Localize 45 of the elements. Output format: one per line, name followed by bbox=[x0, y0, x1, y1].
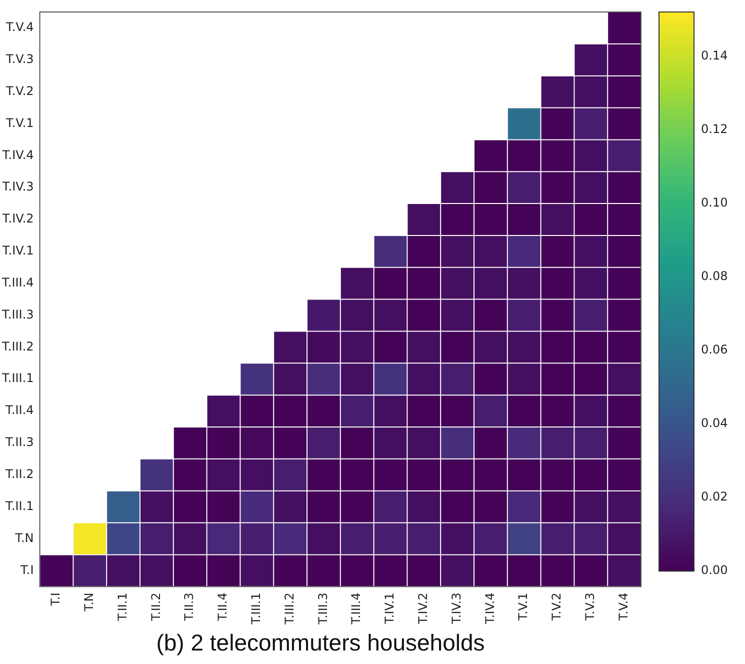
x-tick-label: T.V.2 bbox=[550, 592, 564, 622]
color-bar-label: 0.12 bbox=[701, 122, 728, 136]
y-tick-label: T.V.4 bbox=[4, 20, 34, 34]
color-bar-label: 0.10 bbox=[701, 195, 728, 210]
x-tick-label: T.IV.3 bbox=[449, 592, 464, 625]
y-tick-label: T.II.4 bbox=[4, 403, 34, 418]
y-tick-label: T.IV.2 bbox=[1, 212, 34, 226]
x-tick-label: T.II.3 bbox=[182, 592, 196, 622]
x-tick-label: T.IV.2 bbox=[416, 592, 430, 625]
color-bar-label: 0.08 bbox=[701, 268, 728, 283]
y-tick-label: T.N bbox=[14, 530, 34, 545]
x-tick-label: T.V.3 bbox=[583, 592, 598, 622]
color-bar-label: 0.00 bbox=[701, 563, 728, 578]
x-tick-label: T.V.1 bbox=[516, 592, 530, 622]
text: (b) 2 telecommuters households bbox=[156, 630, 485, 656]
x-tick-label: T.IV.4 bbox=[482, 592, 497, 625]
y-tick-label: T.III.4 bbox=[0, 275, 34, 290]
x-tick-label: T.II.4 bbox=[216, 592, 230, 622]
x-tick-label: T.IV.1 bbox=[382, 592, 397, 625]
y-tick-label: T.IV.4 bbox=[1, 148, 34, 162]
color-bar-label: 0.06 bbox=[701, 342, 728, 356]
y-tick-label: T.V.2 bbox=[4, 84, 34, 98]
x-tick-label: T.II.1 bbox=[115, 592, 130, 622]
y-tick-label: T.V.1 bbox=[4, 116, 34, 130]
y-tick-label: T.III.2 bbox=[0, 339, 34, 354]
y-tick-label: T.IV.3 bbox=[1, 180, 34, 194]
y-tick-label: T.II.3 bbox=[4, 435, 34, 450]
y-tick-label: T.V.3 bbox=[4, 52, 34, 66]
x-tick-label: T.N bbox=[82, 592, 96, 612]
y-tick-label: T.II.1 bbox=[4, 498, 34, 513]
x-tick-label: T.III.1 bbox=[249, 592, 264, 626]
x-tick-label: T.V.4 bbox=[616, 592, 630, 622]
color-bar-label: 0.14 bbox=[701, 48, 728, 62]
x-tick-label: T.II.2 bbox=[148, 592, 163, 622]
color-bar-label: 0.04 bbox=[701, 416, 728, 430]
y-tick-label: T.III.3 bbox=[0, 307, 34, 322]
x-tick-label: T.III.4 bbox=[349, 592, 364, 626]
y-tick-label: T.III.1 bbox=[0, 371, 34, 386]
y-tick-label: T.I bbox=[20, 562, 34, 577]
x-tick-label: T.III.3 bbox=[316, 592, 330, 626]
x-tick-label: T.III.2 bbox=[282, 592, 296, 626]
color-bar-label: 0.02 bbox=[701, 490, 728, 504]
x-tick-label: T.I bbox=[48, 592, 63, 607]
y-tick-label: T.IV.1 bbox=[1, 244, 34, 258]
y-tick-label: T.II.2 bbox=[4, 467, 34, 482]
